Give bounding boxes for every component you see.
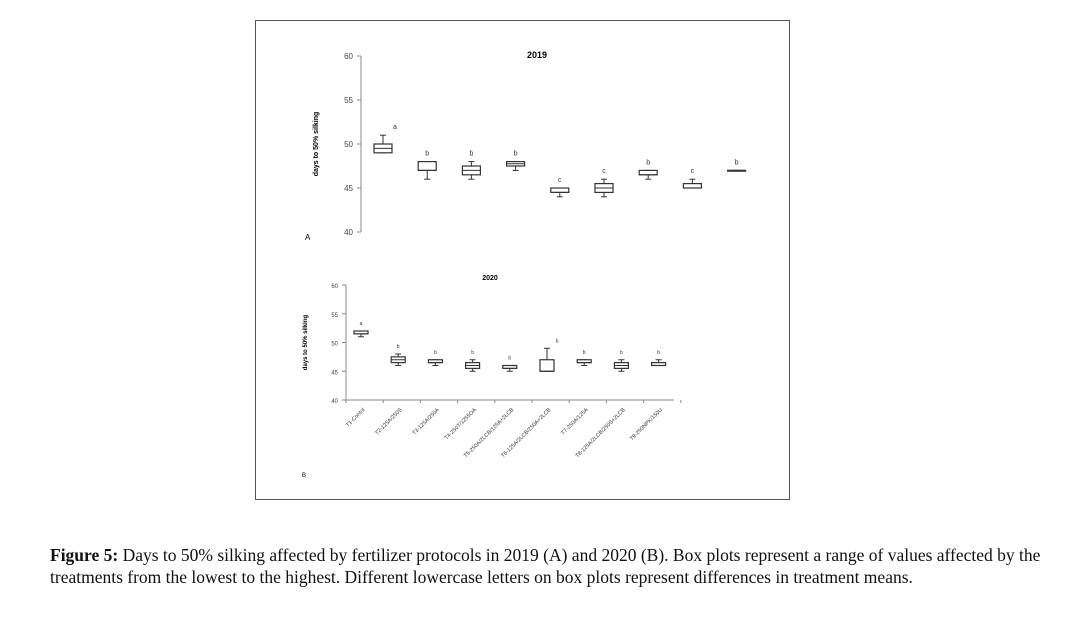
chart-b-significance-letter: b — [508, 356, 511, 362]
chart-b-y-tick-label: 50 — [331, 342, 338, 348]
chart-b-y-tick-label: 40 — [331, 399, 338, 405]
chart-a-y-tick-label: 50 — [344, 140, 353, 149]
chart-b-panel-label: B — [302, 473, 306, 479]
chart-b-x-tick-label: T7-250A/125A — [560, 407, 590, 437]
chart-b-x-tick-label: T9-250NPK/150U — [629, 407, 664, 442]
chart-a-box — [682, 183, 703, 189]
chart-b-significance-letter: b — [434, 350, 437, 356]
chart-a-box — [417, 161, 437, 172]
chart-a-significance-letter: c — [691, 168, 695, 175]
chart-a-significance-letter: b — [469, 151, 473, 158]
chart-a-significance-letter: b — [735, 159, 739, 166]
chart-a-y-tick-label: 60 — [344, 52, 353, 61]
chart-a-significance-letter: b — [425, 151, 429, 158]
chart-a-y-tick-label: 40 — [344, 228, 353, 237]
chart-b-y-tick-label: 45 — [331, 370, 338, 376]
chart-b-x-tick-label: T1-Contol — [345, 407, 366, 428]
chart-b-significance-letter: b — [556, 338, 559, 344]
chart-a-significance-letter: c — [602, 168, 606, 175]
chart-b-significance-letter: b — [620, 350, 623, 356]
chart-b-significance-letter: b — [583, 350, 586, 356]
chart-b-significance-letter: b — [657, 350, 660, 356]
chart-b-box — [539, 359, 555, 372]
chart-b-y-tick-label: 60 — [331, 284, 338, 290]
chart-a-title: 2019 — [527, 50, 547, 60]
chart-b-x-tick-label: T4-250T/1255OA — [444, 407, 479, 442]
chart-a-significance-letter: b — [514, 151, 518, 158]
chart-a-significance-letter: c — [558, 177, 562, 184]
chart-b-significance-letter: b — [471, 350, 474, 356]
chart-a-box — [638, 169, 658, 176]
caption-text: Days to 50% silking affected by fertiliz… — [50, 545, 1041, 587]
chart-a-box — [550, 187, 570, 194]
chart-a-significance-letter: a — [393, 124, 397, 131]
figure-frame — [255, 20, 790, 500]
chart-a-y-tick-label: 45 — [344, 184, 353, 193]
chart-b-title: 2020 — [482, 275, 498, 282]
caption-label: Figure 5: — [50, 545, 119, 565]
chart-b-x-tick-label: T2-125A/250S — [374, 407, 404, 437]
chart-a-y-tick-label: 55 — [344, 96, 353, 105]
chart-b-significance-letter: b — [397, 344, 400, 350]
figure-caption: Figure 5: Days to 50% silking affected b… — [50, 544, 1050, 588]
chart-b-y-axis-label: days to 50% silking — [303, 314, 309, 370]
chart-b-y-tick-label: 55 — [331, 313, 338, 319]
chart-a-significance-letter: b — [646, 159, 650, 166]
chart-a-y-axis-label: days to 50% silking — [313, 112, 320, 177]
chart-a-panel-label: A — [305, 233, 311, 242]
chart-b-x-tick-label: T3-125A/250A — [411, 407, 441, 437]
chart-b-significance-letter: a — [360, 321, 363, 327]
